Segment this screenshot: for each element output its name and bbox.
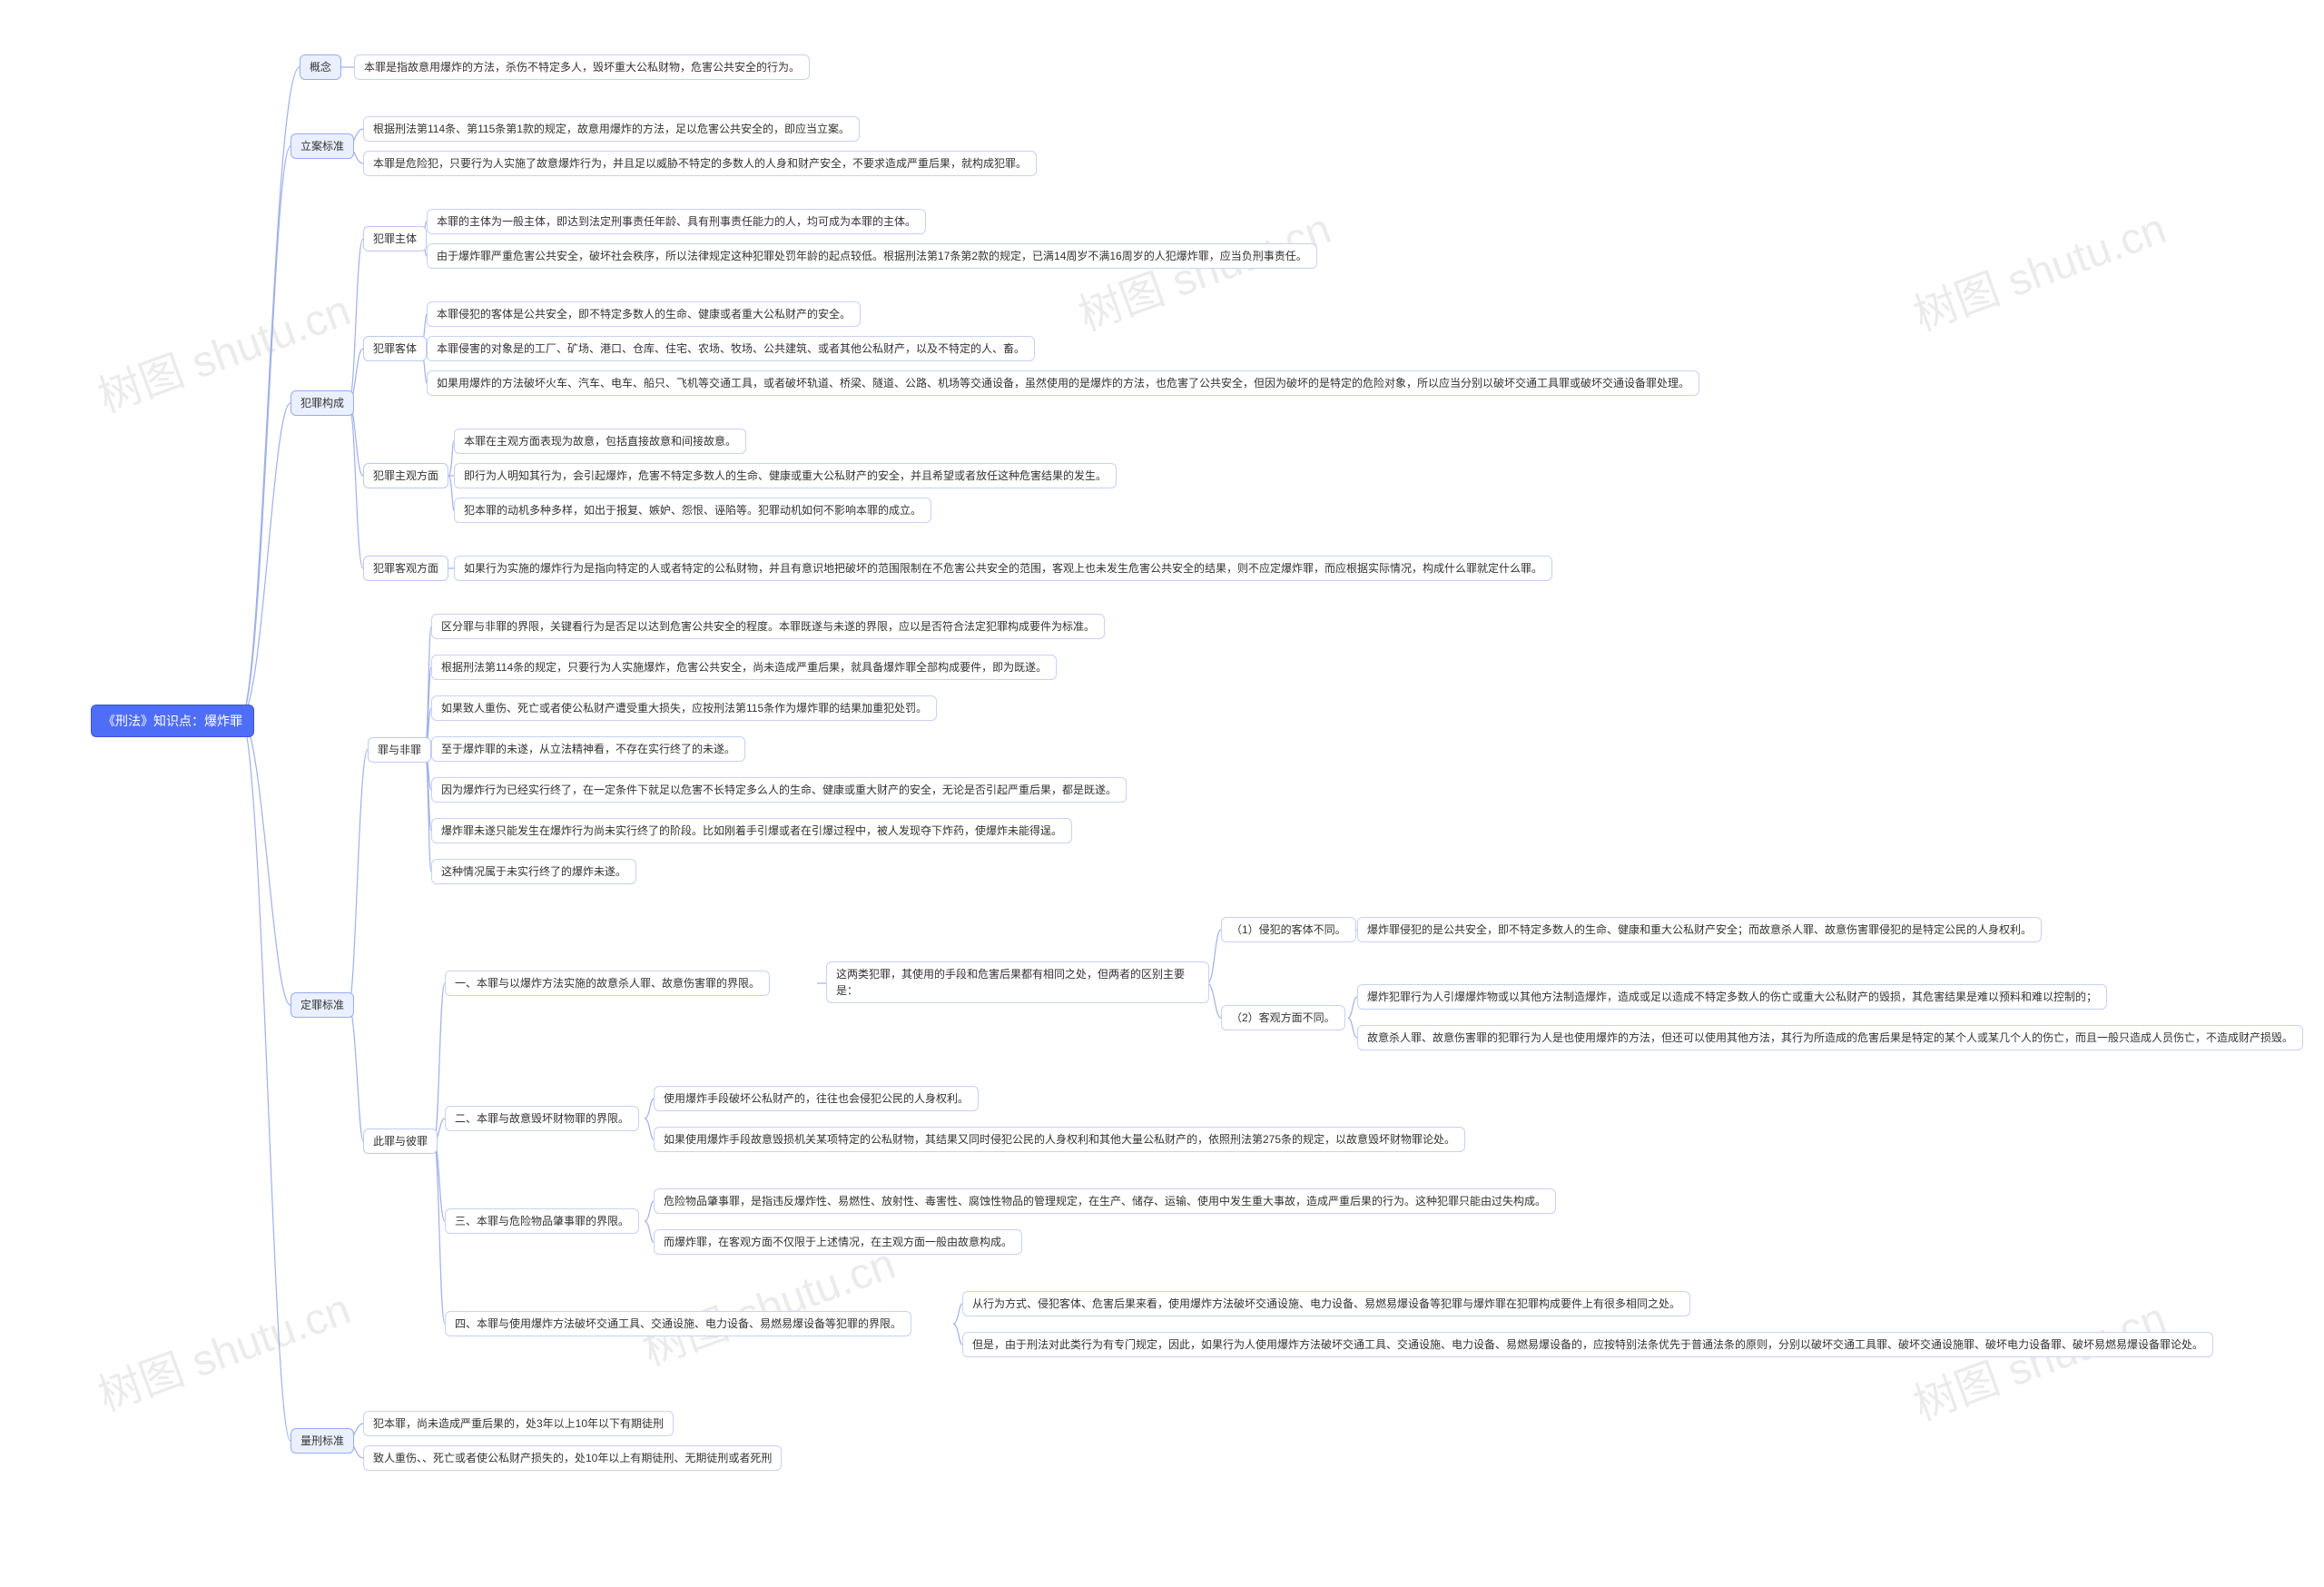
branch-gouchen[interactable]: 犯罪构成 [290, 390, 354, 416]
sub-one-1[interactable]: （1）侵犯的客体不同。 [1221, 917, 1356, 942]
leaf-node: 从行为方式、侵犯客体、危害后果来看，使用爆炸方法破坏交通设施、电力设备、易燃易爆… [962, 1291, 1690, 1316]
leaf-node: 本罪是指故意用爆炸的方法，杀伤不特定多人，毁坏重大公私财物，危害公共安全的行为。 [354, 54, 810, 80]
sub-four[interactable]: 四、本罪与使用爆炸方法破坏交通工具、交通设施、电力设备、易燃易爆设备等犯罪的界限… [445, 1311, 911, 1336]
leaf-node: 即行为人明知其行为，会引起爆炸，危害不特定多数人的生命、健康或重大公私财产的安全… [454, 463, 1117, 488]
branch-gainian[interactable]: 概念 [300, 54, 341, 80]
leaf-node: 爆炸罪未遂只能发生在爆炸行为尚未实行终了的阶段。比如刚着手引爆或者在引爆过程中，… [431, 818, 1072, 843]
leaf-node: 这两类犯罪，其使用的手段和危害后果都有相同之处，但两者的区别主要是： [826, 961, 1209, 1003]
leaf-node: 如果致人重伤、死亡或者使公私财产遭受重大损失，应按刑法第115条作为爆炸罪的结果… [431, 695, 937, 721]
leaf-node: 本罪在主观方面表现为故意，包括直接故意和间接故意。 [454, 429, 746, 454]
leaf-node: 本罪侵犯的客体是公共安全，即不特定多数人的生命、健康或者重大公私财产的安全。 [427, 301, 861, 327]
sub-three[interactable]: 三、本罪与危险物品肇事罪的界限。 [445, 1208, 639, 1234]
leaf-node: 犯本罪的动机多种多样，如出于报复、嫉妒、怨恨、诬陷等。犯罪动机如何不影响本罪的成… [454, 498, 931, 523]
mindmap-canvas: 《刑法》知识点：爆炸罪 概念 本罪是指故意用爆炸的方法，杀伤不特定多人，毁坏重大… [0, 0, 2324, 1587]
leaf-node: 致人重伤、、死亡或者使公私财产损失的，处10年以上有期徒刑、无期徒刑或者死刑 [363, 1445, 782, 1471]
leaf-node: 本罪侵害的对象是的工厂、矿场、港口、仓库、住宅、农场、牧场、公共建筑、或者其他公… [427, 336, 1035, 361]
sub-two[interactable]: 二、本罪与故意毁坏财物罪的界限。 [445, 1106, 639, 1131]
leaf-node: 但是，由于刑法对此类行为有专门规定，因此，如果行为人使用爆炸方法破坏交通工具、交… [962, 1332, 2213, 1357]
leaf-node: 如果行为实施的爆炸行为是指向特定的人或者特定的公私财物，并且有意识地把破坏的范围… [454, 556, 1552, 581]
leaf-node: 故意杀人罪、故意伤害罪的犯罪行为人是也使用爆炸的方法，但还可以使用其他方法，其行… [1357, 1025, 2303, 1050]
leaf-node: 这种情况属于未实行终了的爆炸未遂。 [431, 859, 636, 884]
leaf-node: 使用爆炸手段破坏公私财产的，往往也会侵犯公民的人身权利。 [654, 1086, 979, 1111]
leaf-node: 至于爆炸罪的未遂，从立法精神看，不存在实行终了的未遂。 [431, 736, 745, 762]
leaf-node: 如果使用爆炸手段故意毁损机关某项特定的公私财物，其结果又同时侵犯公民的人身权利和… [654, 1127, 1465, 1152]
sub-zuifeizui[interactable]: 罪与非罪 [368, 737, 431, 763]
leaf-node: 危险物品肇事罪，是指违反爆炸性、易燃性、放射性、毒害性、腐蚀性物品的管理规定，在… [654, 1188, 1556, 1214]
leaf-node: 爆炸犯罪行为人引爆爆炸物或以其他方法制造爆炸，造成或足以造成不特定多数人的伤亡或… [1357, 984, 2107, 1010]
sub-keguan[interactable]: 犯罪客观方面 [363, 556, 448, 581]
leaf-node: 由于爆炸罪严重危害公共安全，破坏社会秩序，所以法律规定这种犯罪处罚年龄的起点较低… [427, 243, 1317, 269]
root-node[interactable]: 《刑法》知识点：爆炸罪 [91, 705, 254, 737]
branch-dingzui[interactable]: 定罪标准 [290, 992, 354, 1018]
sub-zhuguan[interactable]: 犯罪主观方面 [363, 463, 448, 488]
leaf-node: 根据刑法第114条、第115条第1款的规定，故意用爆炸的方法，足以危害公共安全的… [363, 116, 860, 142]
sub-zhuti[interactable]: 犯罪主体 [363, 226, 427, 251]
leaf-node: 区分罪与非罪的界限，关键看行为是否足以达到危害公共安全的程度。本罪既遂与未遂的界… [431, 614, 1105, 639]
leaf-node: 因为爆炸行为已经实行终了，在一定条件下就足以危害不长特定多么人的生命、健康或重大… [431, 777, 1127, 803]
leaf-node: 根据刑法第114条的规定，只要行为人实施爆炸，危害公共安全，尚未造成严重后果，就… [431, 655, 1057, 680]
branch-lian[interactable]: 立案标准 [290, 133, 354, 159]
leaf-node: 如果用爆炸的方法破坏火车、汽车、电车、船只、飞机等交通工具，或者破坏轨道、桥梁、… [427, 370, 1699, 396]
sub-one-2[interactable]: （2）客观方面不同。 [1221, 1005, 1345, 1030]
leaf-node: 本罪是危险犯，只要行为人实施了故意爆炸行为，并且足以威胁不特定的多数人的人身和财… [363, 151, 1037, 176]
leaf-node: 本罪的主体为一般主体，即达到法定刑事责任年龄、具有刑事责任能力的人，均可成为本罪… [427, 209, 926, 234]
sub-cizui[interactable]: 此罪与彼罪 [363, 1129, 438, 1154]
leaf-node: 而爆炸罪，在客观方面不仅限于上述情况，在主观方面一般由故意构成。 [654, 1229, 1022, 1255]
sub-one[interactable]: 一、本罪与以爆炸方法实施的故意杀人罪、故意伤害罪的界限。 [445, 971, 770, 996]
sub-keti[interactable]: 犯罪客体 [363, 336, 427, 361]
leaf-node: 爆炸罪侵犯的是公共安全，即不特定多数人的生命、健康和重大公私财产安全；而故意杀人… [1357, 917, 2042, 942]
leaf-node: 犯本罪，尚未造成严重后果的，处3年以上10年以下有期徒刑 [363, 1411, 674, 1436]
branch-liangxing[interactable]: 量刑标准 [290, 1428, 354, 1454]
